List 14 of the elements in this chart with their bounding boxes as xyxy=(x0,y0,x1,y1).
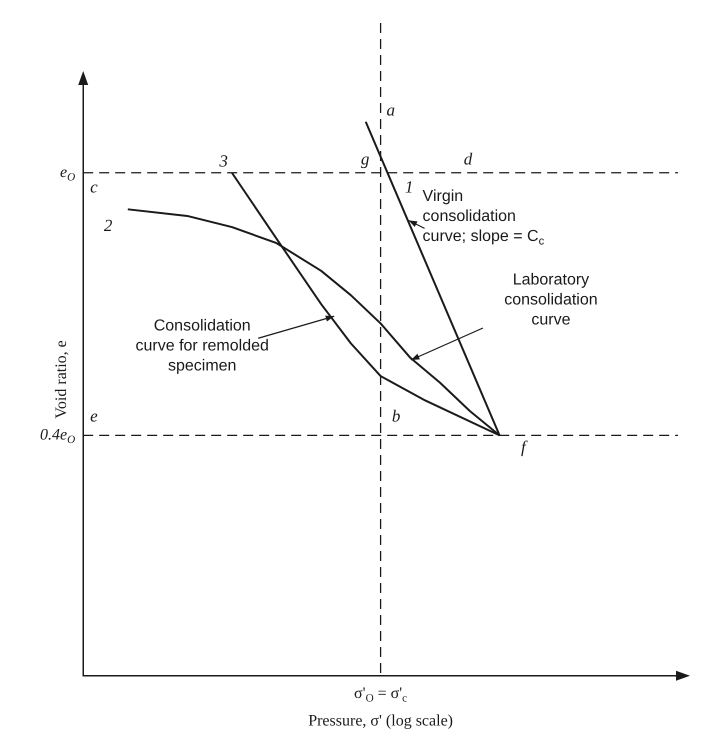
annotation: d xyxy=(464,149,473,168)
annotation: 2 xyxy=(104,216,113,235)
annotation: e xyxy=(90,406,98,426)
annotation: Laboratory consolidation curve xyxy=(504,271,598,328)
annotation: 1 xyxy=(404,178,414,197)
annotation: f xyxy=(520,438,528,457)
text: a xyxy=(386,100,395,120)
x-axis-title: Pressure, σ' (log scale) xyxy=(308,712,453,730)
annotation: Consolidation curve for remolded specimen xyxy=(136,318,269,375)
annotation: g xyxy=(360,149,370,168)
y-axis-title: Void ratio, e xyxy=(52,340,70,419)
annotation: 3 xyxy=(218,152,228,171)
annotation: c xyxy=(90,178,98,197)
annotation: b xyxy=(392,406,400,426)
